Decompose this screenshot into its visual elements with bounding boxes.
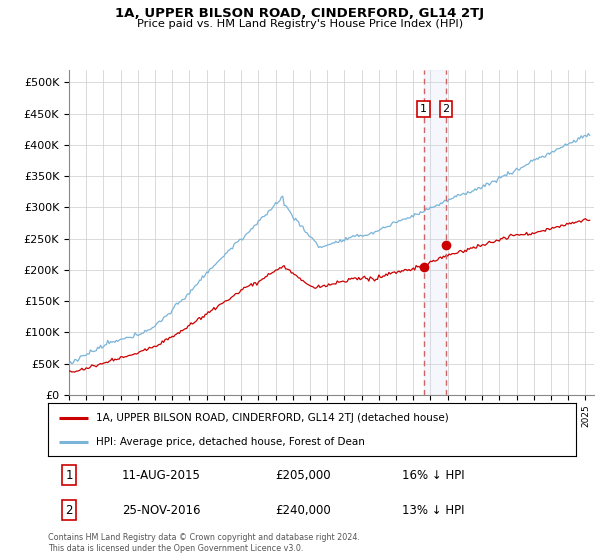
Text: 1A, UPPER BILSON ROAD, CINDERFORD, GL14 2TJ: 1A, UPPER BILSON ROAD, CINDERFORD, GL14 … — [115, 7, 485, 20]
Text: HPI: Average price, detached house, Forest of Dean: HPI: Average price, detached house, Fore… — [95, 437, 364, 447]
Text: £240,000: £240,000 — [275, 504, 331, 517]
Text: 25-NOV-2016: 25-NOV-2016 — [122, 504, 200, 517]
Text: 2: 2 — [442, 104, 449, 114]
Bar — [424, 70, 446, 395]
Text: 13% ↓ HPI: 13% ↓ HPI — [402, 504, 464, 517]
Text: 1A, UPPER BILSON ROAD, CINDERFORD, GL14 2TJ (detached house): 1A, UPPER BILSON ROAD, CINDERFORD, GL14 … — [95, 413, 448, 423]
Text: 1: 1 — [65, 469, 73, 482]
Text: Price paid vs. HM Land Registry's House Price Index (HPI): Price paid vs. HM Land Registry's House … — [137, 19, 463, 29]
Text: 2: 2 — [65, 504, 73, 517]
Text: 16% ↓ HPI: 16% ↓ HPI — [402, 469, 464, 482]
Text: £205,000: £205,000 — [275, 469, 331, 482]
Text: Contains HM Land Registry data © Crown copyright and database right 2024.
This d: Contains HM Land Registry data © Crown c… — [48, 533, 360, 553]
Text: 11-AUG-2015: 11-AUG-2015 — [122, 469, 201, 482]
Text: 1: 1 — [420, 104, 427, 114]
